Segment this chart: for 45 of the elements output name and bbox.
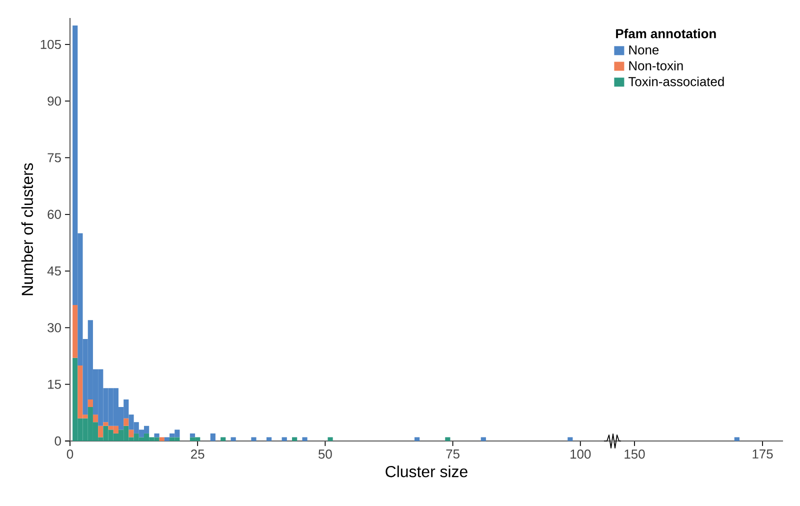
y-tick-label: 105 xyxy=(40,40,61,50)
y-tick-label: 75 xyxy=(48,153,61,162)
bar xyxy=(328,437,333,441)
bar xyxy=(251,437,256,441)
y-tick-label: 15 xyxy=(48,380,61,389)
x-tick-label: 0 xyxy=(66,450,74,459)
bar xyxy=(220,437,226,441)
bar xyxy=(480,437,486,441)
legend-label: Toxin-associated xyxy=(628,76,724,86)
x-tick-label: 25 xyxy=(191,450,204,459)
bar xyxy=(72,305,78,358)
legend-label: None xyxy=(629,45,659,54)
bar xyxy=(124,418,129,426)
bar xyxy=(266,437,272,441)
bar xyxy=(128,430,134,438)
bar xyxy=(282,437,287,441)
bar xyxy=(159,437,164,441)
x-tick-label: 175 xyxy=(752,450,773,459)
y-tick-label: 45 xyxy=(47,266,61,276)
x-tick-label: 100 xyxy=(570,450,591,459)
x-tick-label: 50 xyxy=(318,450,332,459)
bar xyxy=(98,426,104,438)
legend-label: Non-toxin xyxy=(629,60,683,70)
bar xyxy=(103,422,108,426)
y-tick-label: 30 xyxy=(48,323,61,332)
bar xyxy=(92,414,98,422)
y-tick-label: 60 xyxy=(48,210,61,219)
bar xyxy=(414,437,420,441)
y-axis-title: Number of clusters xyxy=(21,163,34,296)
x-tick-label: 75 xyxy=(446,450,460,459)
bar xyxy=(210,433,216,441)
bar xyxy=(230,437,236,441)
bar xyxy=(302,437,308,441)
y-tick-label: 90 xyxy=(48,96,61,106)
bar xyxy=(445,437,450,441)
x-axis-title: Cluster size xyxy=(386,466,468,478)
bar xyxy=(88,399,93,408)
bar xyxy=(164,437,170,441)
y-tick-label: 0 xyxy=(54,436,61,446)
bar xyxy=(292,437,298,441)
legend-title: Pfam annotation xyxy=(616,28,716,38)
bar xyxy=(568,437,573,441)
bar xyxy=(190,433,196,438)
x-tick-label: 150 xyxy=(624,450,645,459)
bar xyxy=(154,433,160,438)
